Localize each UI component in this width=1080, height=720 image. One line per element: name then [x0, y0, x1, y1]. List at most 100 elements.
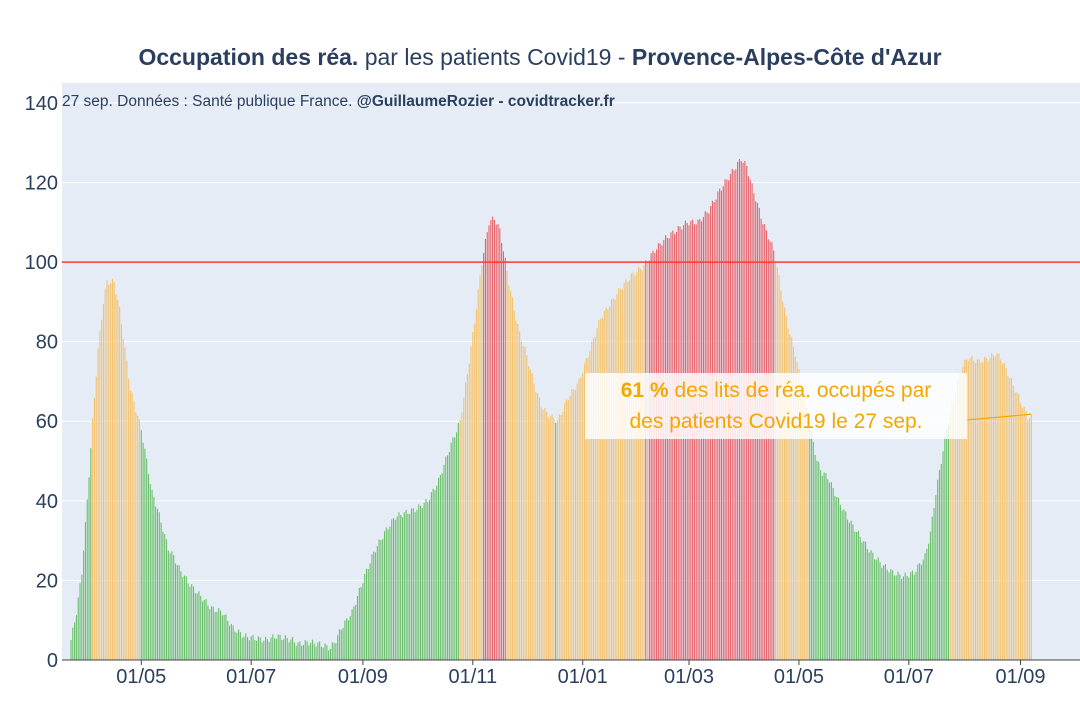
- bar: [591, 341, 593, 660]
- bar: [774, 262, 777, 660]
- bar: [355, 604, 357, 660]
- bar: [865, 541, 867, 660]
- bar: [212, 606, 214, 660]
- bar: [674, 234, 676, 660]
- bar: [243, 636, 245, 660]
- bar: [958, 374, 960, 660]
- bar: [176, 565, 178, 660]
- bar: [135, 412, 137, 660]
- bar: [924, 553, 926, 660]
- bar: [196, 593, 198, 660]
- bar: [955, 392, 957, 660]
- bar: [812, 441, 814, 660]
- bar: [994, 356, 996, 660]
- bar: [385, 527, 387, 660]
- bar: [798, 369, 800, 660]
- bar: [178, 565, 180, 660]
- x-tick-label: 01/11: [449, 666, 498, 688]
- bar: [947, 424, 950, 660]
- bar: [819, 470, 822, 660]
- bar: [1030, 414, 1032, 660]
- bar: [639, 268, 641, 660]
- bar: [454, 437, 456, 660]
- bar: [275, 638, 277, 660]
- bar: [344, 620, 346, 660]
- bar: [265, 636, 267, 660]
- bar: [450, 442, 452, 660]
- bar: [102, 304, 104, 660]
- bar: [601, 318, 604, 660]
- subtitle-source: 27 sep. Données : Santé publique France.: [62, 93, 357, 110]
- bar: [832, 487, 834, 660]
- bar: [560, 415, 562, 660]
- bar: [609, 306, 611, 660]
- bar: [342, 628, 344, 660]
- bar: [131, 393, 133, 660]
- bar: [445, 456, 447, 660]
- bar: [578, 378, 580, 660]
- bar: [884, 564, 886, 660]
- bar: [156, 509, 159, 660]
- bar: [904, 572, 906, 660]
- bar: [645, 260, 647, 660]
- bar: [427, 502, 429, 660]
- bar: [144, 448, 146, 660]
- bar: [70, 640, 72, 660]
- bar: [488, 225, 490, 660]
- bar: [147, 474, 150, 660]
- bar: [358, 587, 360, 660]
- bar: [513, 310, 515, 660]
- x-tick-label: 01/09: [338, 666, 388, 688]
- bar: [207, 605, 209, 660]
- bar: [953, 398, 955, 660]
- bar: [279, 634, 281, 660]
- bar: [886, 569, 888, 660]
- bar: [569, 395, 571, 660]
- bar: [493, 219, 495, 660]
- bar: [317, 642, 319, 660]
- bar: [537, 393, 539, 660]
- bar: [443, 464, 445, 660]
- bar: [274, 638, 276, 660]
- bar: [225, 614, 227, 660]
- bar: [459, 420, 461, 660]
- bar: [347, 620, 350, 660]
- plot-background: [62, 83, 1080, 660]
- bar: [501, 242, 503, 661]
- bar: [985, 357, 987, 660]
- bar: [547, 417, 550, 660]
- bar: [998, 353, 1000, 660]
- bar: [250, 636, 252, 660]
- bar: [600, 318, 602, 660]
- bar: [652, 250, 654, 661]
- bar: [470, 346, 472, 660]
- bar: [410, 508, 413, 660]
- bar: [337, 635, 339, 660]
- bar: [632, 272, 634, 660]
- bar: [115, 294, 117, 660]
- bar: [183, 575, 186, 660]
- bar: [331, 642, 333, 660]
- annotation-line-1: 61 % des lits de réa. occupés par: [621, 379, 932, 402]
- bar: [257, 636, 259, 660]
- bar: [1005, 368, 1007, 660]
- bar: [594, 336, 596, 660]
- bar: [847, 519, 849, 660]
- bar: [221, 615, 223, 660]
- bar: [656, 249, 658, 660]
- bar: [540, 407, 542, 660]
- bar: [697, 219, 699, 660]
- bar: [901, 578, 903, 660]
- bar: [636, 272, 638, 660]
- bar: [818, 461, 820, 660]
- bar: [374, 552, 377, 660]
- bar: [324, 643, 326, 660]
- bar: [252, 634, 254, 660]
- subtitle-author: @GuillaumeRozier - covidtracker.fr: [357, 93, 615, 110]
- bar: [362, 583, 364, 660]
- annotation-line-2: des patients Covid19 le 27 sep.: [629, 410, 922, 433]
- bar: [268, 641, 270, 660]
- bar: [531, 372, 533, 660]
- bar: [403, 512, 405, 660]
- bar: [140, 430, 142, 660]
